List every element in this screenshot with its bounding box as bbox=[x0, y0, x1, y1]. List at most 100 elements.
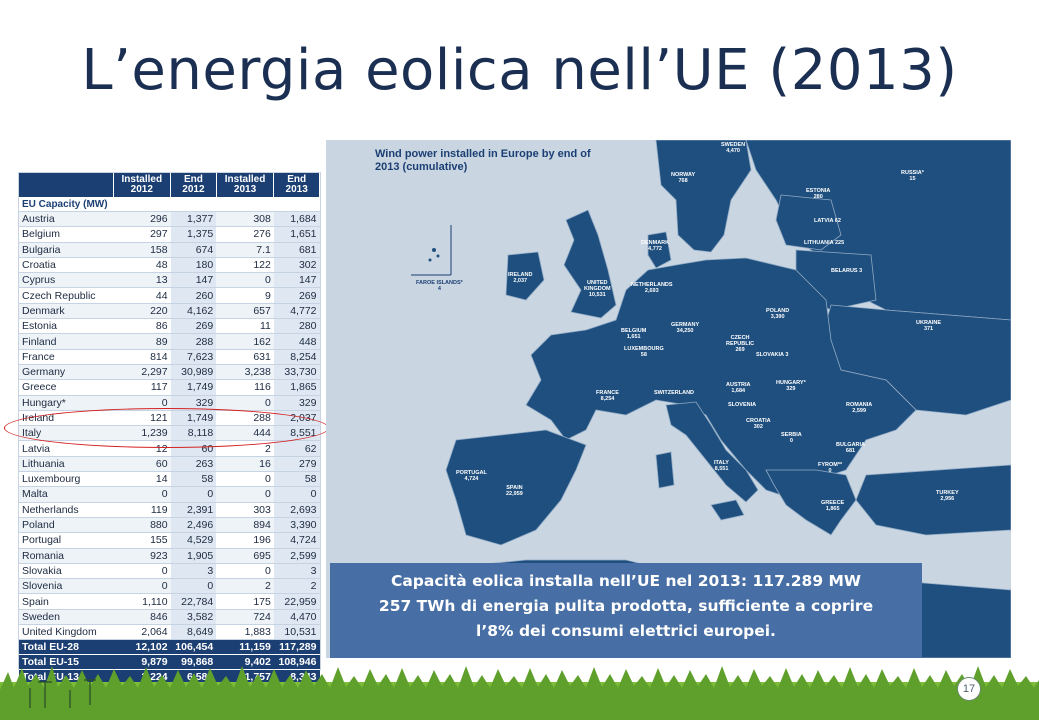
value-cell: 3,390 bbox=[273, 517, 320, 534]
country-cell: Italy bbox=[19, 425, 113, 442]
value-cell: 4,529 bbox=[170, 532, 217, 549]
value-cell: 7,623 bbox=[170, 349, 217, 365]
value-cell: 4,772 bbox=[273, 303, 320, 320]
table-row: France 814 7,623 631 8,254 bbox=[19, 349, 320, 365]
value-cell: 846 bbox=[113, 609, 171, 626]
value-cell: 0 bbox=[113, 395, 171, 411]
value-cell: 276 bbox=[216, 226, 274, 243]
value-cell: 4,162 bbox=[170, 303, 217, 320]
table-row: Sweden 846 3,582 724 4,470 bbox=[19, 609, 320, 626]
table-row: Germany 2,297 30,989 3,238 33,730 bbox=[19, 364, 320, 381]
country-cell: Total EU-15 bbox=[19, 654, 113, 671]
value-cell: 448 bbox=[273, 333, 320, 350]
value-cell: 16 bbox=[216, 456, 274, 473]
table-row: Denmark 220 4,162 657 4,772 bbox=[19, 303, 320, 320]
value-cell: 180 bbox=[170, 257, 217, 274]
value-cell: 631 bbox=[216, 349, 274, 365]
section-row: EU Capacity (MW) bbox=[19, 197, 320, 212]
value-cell: 1,749 bbox=[170, 379, 217, 396]
value-cell: 86 bbox=[113, 318, 171, 335]
value-cell: 303 bbox=[216, 502, 274, 518]
value-cell: 288 bbox=[216, 410, 274, 427]
map-country-label: DENMARK 4,772 bbox=[641, 240, 670, 252]
table-row: Spain 1,110 22,784 175 22,959 bbox=[19, 593, 320, 610]
value-cell: 9 bbox=[216, 287, 274, 304]
table-row: Netherlands 119 2,391 303 2,693 bbox=[19, 502, 320, 518]
header-installed-2013: Installed 2013 bbox=[216, 173, 275, 197]
value-cell: 2 bbox=[273, 578, 320, 595]
table-row: Latvia 12 60 2 62 bbox=[19, 440, 320, 457]
country-cell: United Kingdom bbox=[19, 624, 113, 641]
value-cell: 814 bbox=[113, 349, 171, 365]
value-cell: 444 bbox=[216, 425, 274, 442]
map-country-label: LITHUANIA 225 bbox=[804, 240, 845, 246]
value-cell: 7.1 bbox=[216, 242, 274, 258]
value-cell: 1,377 bbox=[170, 211, 217, 228]
map-country-label: SLOVENIA bbox=[728, 402, 757, 408]
map-iberia bbox=[445, 429, 587, 546]
country-cell: Belgium bbox=[19, 226, 113, 243]
caption-line-3: l’8% dei consumi elettrici europei. bbox=[476, 622, 776, 640]
table-row: Ireland 121 1,749 288 2,037 bbox=[19, 410, 320, 427]
value-cell: 1,905 bbox=[170, 548, 217, 564]
map-turkey bbox=[855, 464, 1011, 536]
table-row: Austria 296 1,377 308 1,684 bbox=[19, 211, 320, 228]
map-country-label: LUXEMBOURG 58 bbox=[624, 346, 664, 358]
value-cell: 3,238 bbox=[216, 364, 274, 381]
value-cell: 657 bbox=[216, 303, 274, 320]
country-cell: Ireland bbox=[19, 410, 113, 427]
value-cell: 147 bbox=[273, 272, 320, 289]
country-cell: Croatia bbox=[19, 257, 113, 274]
map-country-label: UNITED KINGDOM 10,531 bbox=[584, 280, 611, 298]
table-row: Cyprus 13 147 0 147 bbox=[19, 272, 320, 289]
caption-box: Capacità eolica installa nell’UE nel 201… bbox=[330, 563, 922, 658]
map-country-label: CROATIA 302 bbox=[746, 418, 771, 430]
value-cell: 0 bbox=[216, 395, 274, 411]
map-country-label: SWITZERLAND bbox=[654, 390, 695, 396]
value-cell: 158 bbox=[113, 242, 171, 258]
value-cell: 0 bbox=[113, 486, 171, 503]
value-cell: 117,289 bbox=[273, 639, 320, 656]
country-cell: Total EU-28 bbox=[19, 639, 113, 656]
value-cell: 1,110 bbox=[113, 593, 171, 610]
value-cell: 108,946 bbox=[273, 654, 320, 671]
value-cell: 12,102 bbox=[113, 639, 171, 656]
country-cell: Denmark bbox=[19, 303, 113, 320]
value-cell: 0 bbox=[170, 486, 217, 503]
value-cell: 1,239 bbox=[113, 425, 171, 442]
table-row: Luxembourg 14 58 0 58 bbox=[19, 471, 320, 488]
map-country-label: SERBIA 0 bbox=[781, 432, 802, 444]
map-balkans bbox=[765, 469, 857, 536]
value-cell: 9,402 bbox=[216, 654, 274, 671]
value-cell: 260 bbox=[170, 287, 217, 304]
table-row: Poland 880 2,496 894 3,390 bbox=[19, 517, 320, 534]
value-cell: 4,724 bbox=[273, 532, 320, 549]
country-cell: Malta bbox=[19, 486, 113, 503]
value-cell: 288 bbox=[170, 333, 217, 350]
caption-line-2: 257 TWh di energia pulita prodotta, suff… bbox=[378, 597, 874, 615]
country-cell: Hungary* bbox=[19, 395, 113, 411]
map-sardinia bbox=[655, 451, 675, 489]
map-country-label: SWEDEN 4,470 bbox=[721, 142, 746, 154]
value-cell: 3 bbox=[170, 563, 217, 580]
value-cell: 0 bbox=[273, 486, 320, 503]
map-country-label: BELARUS 3 bbox=[831, 268, 863, 274]
value-cell: 8,551 bbox=[273, 425, 320, 442]
country-cell: Slovakia bbox=[19, 563, 113, 580]
value-cell: 695 bbox=[216, 548, 274, 564]
value-cell: 155 bbox=[113, 532, 171, 549]
value-cell: 8,649 bbox=[170, 624, 217, 641]
country-cell: Poland bbox=[19, 517, 113, 534]
value-cell: 1,684 bbox=[273, 211, 320, 228]
value-cell: 1,883 bbox=[216, 624, 274, 641]
value-cell: 8,118 bbox=[170, 425, 217, 442]
value-cell: 297 bbox=[113, 226, 171, 243]
map-country-label: ROMANIA 2,599 bbox=[846, 402, 873, 414]
country-cell: Germany bbox=[19, 364, 113, 381]
country-cell: Austria bbox=[19, 211, 113, 228]
map-country-label: PORTUGAL 4,724 bbox=[456, 470, 487, 482]
value-cell: 0 bbox=[216, 486, 274, 503]
value-cell: 3 bbox=[273, 563, 320, 580]
table-row: Lithuania 60 263 16 279 bbox=[19, 456, 320, 473]
value-cell: 263 bbox=[170, 456, 217, 473]
